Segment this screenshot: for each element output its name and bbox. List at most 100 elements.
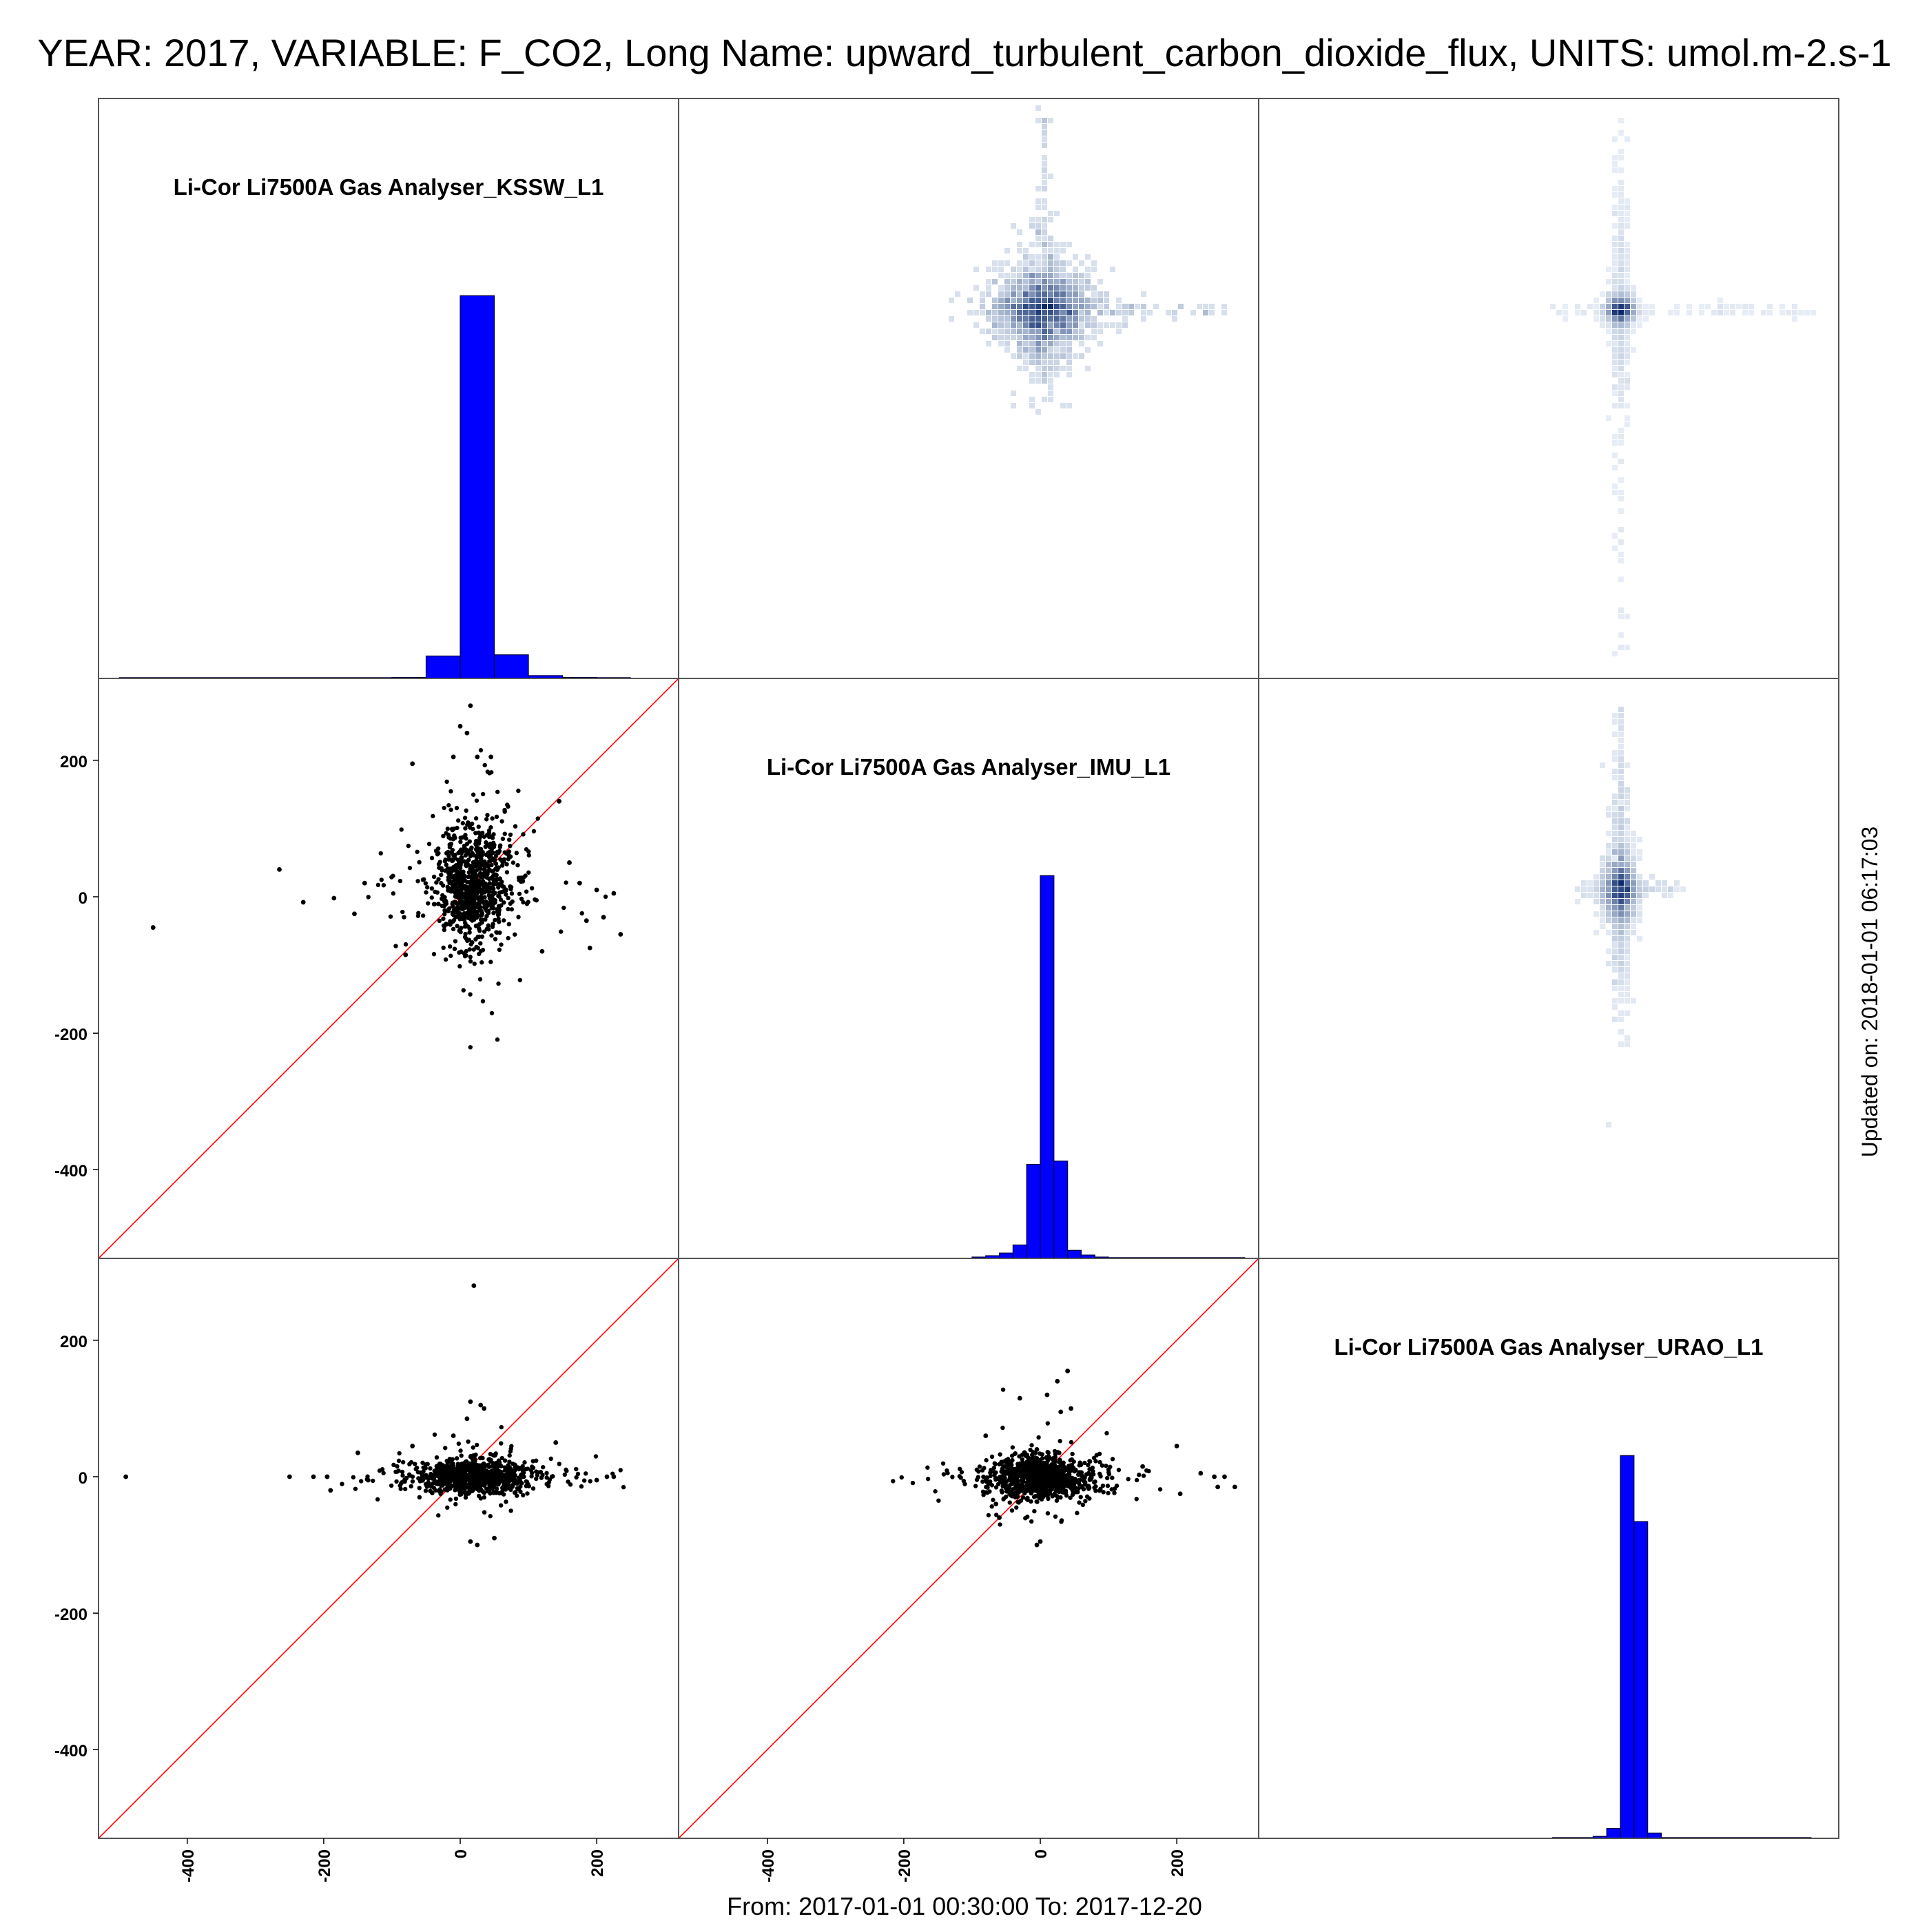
density-cell — [1066, 341, 1072, 346]
scatter-point — [496, 905, 502, 911]
scatter-point — [1016, 1483, 1022, 1488]
density-cell — [1612, 211, 1618, 216]
density-cell — [1624, 800, 1630, 805]
scatter-point — [480, 791, 486, 797]
scatter-point — [473, 910, 477, 915]
density-cell — [1042, 198, 1047, 204]
scatter-point — [1040, 1452, 1044, 1457]
density-cell — [1618, 775, 1624, 780]
density-cell — [1618, 862, 1624, 867]
density-cell — [1023, 248, 1029, 253]
scatter-point — [460, 892, 464, 897]
scatter-point — [491, 911, 496, 915]
density-cell — [1631, 998, 1636, 1004]
scatter-point — [991, 1497, 996, 1502]
scatter-point — [448, 953, 453, 958]
density-cell — [1029, 291, 1035, 297]
scatter-point — [994, 1513, 999, 1517]
scatter-point — [451, 926, 456, 932]
density-cell — [1631, 310, 1636, 315]
density-cell — [1624, 378, 1630, 384]
scatter-point — [1140, 1464, 1145, 1469]
density-cell — [1618, 217, 1624, 222]
density-cell — [1122, 316, 1128, 322]
scatter-point — [414, 1465, 420, 1471]
scatter-point — [391, 1462, 396, 1468]
density-cell — [1141, 291, 1146, 297]
scatter-point — [1017, 1395, 1022, 1401]
scatter-point — [429, 1490, 435, 1495]
density-cell — [1190, 310, 1196, 315]
scatter-point — [601, 915, 606, 920]
density-cell — [1618, 186, 1624, 191]
scatter-point — [431, 902, 437, 906]
density-cell — [1035, 335, 1041, 340]
scatter-point — [482, 874, 487, 879]
density-cell — [1637, 849, 1642, 855]
scatter-point — [1043, 1471, 1049, 1476]
density-cell — [1011, 273, 1016, 278]
scatter-point — [1059, 1518, 1064, 1523]
density-cell — [1079, 329, 1084, 334]
scatter-point — [473, 1482, 478, 1488]
scatter-point — [525, 1491, 530, 1496]
density-cell — [967, 310, 973, 315]
density-cell — [1618, 607, 1624, 613]
scatter-point — [479, 934, 485, 939]
scatter-point — [925, 1477, 931, 1482]
density-cell — [1562, 304, 1568, 309]
scatter-point — [328, 1488, 333, 1493]
density-cell — [1624, 874, 1630, 880]
scatter-point — [484, 913, 489, 919]
scatter-point — [523, 873, 528, 878]
scatter-point — [479, 1462, 484, 1468]
scatter-point — [910, 1480, 916, 1486]
scatter-point — [1081, 1478, 1086, 1483]
density-cell — [1085, 366, 1091, 371]
density-cell — [1612, 546, 1618, 551]
scatter-point — [468, 915, 473, 920]
density-cell — [1711, 310, 1717, 315]
scatter-point — [497, 849, 502, 853]
density-cell — [1612, 285, 1618, 291]
density-cell — [1680, 886, 1686, 892]
scatter-point — [436, 1513, 441, 1518]
density-cell — [1017, 248, 1022, 253]
scatter-point — [478, 948, 484, 954]
density-cell — [1060, 248, 1066, 253]
panel-border — [678, 98, 1259, 679]
density-cell — [1624, 291, 1630, 297]
density-cell — [1035, 242, 1041, 247]
scatter-point — [1028, 1466, 1033, 1471]
density-cell — [1618, 434, 1624, 439]
scatter-point — [506, 837, 512, 842]
density-cell — [1085, 254, 1091, 260]
density-cell — [1631, 329, 1636, 334]
density-cell — [1048, 211, 1053, 216]
scatter-point — [378, 851, 383, 856]
scatter-point — [1045, 1449, 1050, 1455]
scatter-point — [351, 1475, 356, 1479]
scatter-point — [1080, 1485, 1084, 1490]
density-cell — [1600, 322, 1605, 328]
density-cell — [1042, 167, 1047, 173]
scatter-point — [1069, 1440, 1074, 1445]
density-cell — [1593, 874, 1599, 880]
density-cell — [1135, 304, 1140, 309]
scatter-point — [588, 1479, 592, 1484]
density-cell — [1624, 223, 1630, 229]
scatter-point — [407, 1473, 413, 1478]
scatter-point — [439, 866, 444, 871]
scatter-point — [1022, 1451, 1027, 1456]
scatter-point — [1025, 1514, 1030, 1519]
scatter-point — [381, 883, 386, 888]
density-cell — [1717, 298, 1723, 303]
density-cell — [1624, 986, 1630, 991]
scatter-point — [940, 1461, 946, 1466]
scatter-point — [448, 871, 453, 876]
scatter-point — [456, 1441, 462, 1446]
scatter-point — [424, 1484, 430, 1489]
density-cell — [1624, 855, 1630, 861]
density-cell — [1612, 893, 1618, 898]
density-cell — [1600, 886, 1605, 892]
